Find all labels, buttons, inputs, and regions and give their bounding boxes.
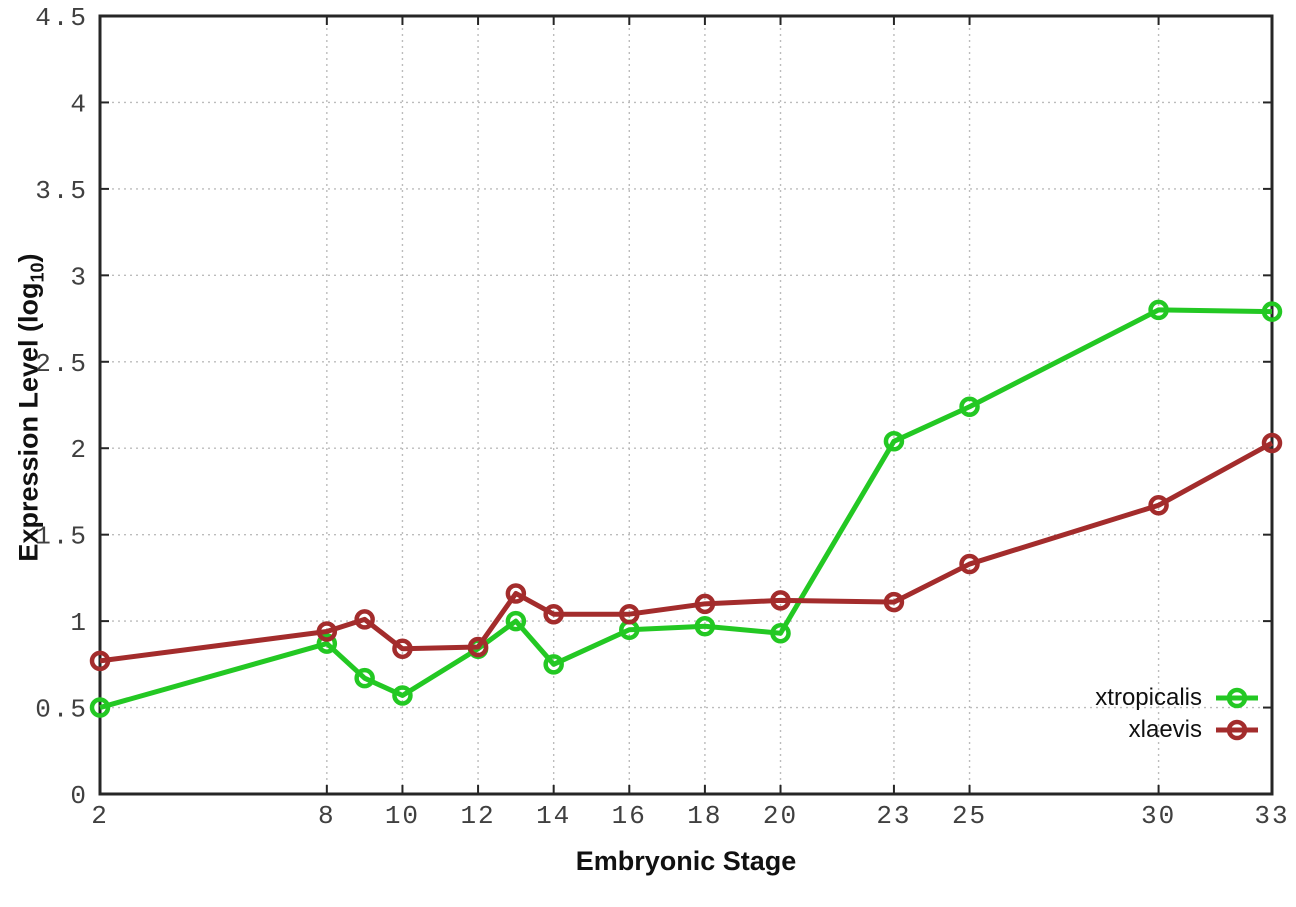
- svg-text:18: 18: [687, 801, 722, 831]
- svg-text:4.5: 4.5: [35, 3, 88, 33]
- legend-label-xtropicalis: xtropicalis: [1095, 684, 1202, 711]
- svg-text:10: 10: [385, 801, 420, 831]
- legend: xtropicalis xlaevis: [1095, 682, 1260, 746]
- legend-label-xlaevis: xlaevis: [1128, 716, 1202, 743]
- svg-text:25: 25: [952, 801, 987, 831]
- svg-text:30: 30: [1141, 801, 1176, 831]
- svg-text:2.5: 2.5: [35, 349, 88, 379]
- legend-item-xtropicalis: xtropicalis: [1095, 682, 1260, 714]
- svg-text:14: 14: [536, 801, 571, 831]
- svg-text:8: 8: [318, 801, 336, 831]
- svg-text:12: 12: [460, 801, 495, 831]
- svg-text:2: 2: [91, 801, 109, 831]
- legend-item-xlaevis: xlaevis: [1129, 714, 1260, 746]
- svg-text:16: 16: [612, 801, 647, 831]
- svg-text:0.5: 0.5: [35, 695, 88, 725]
- svg-text:33: 33: [1254, 801, 1289, 831]
- svg-text:1: 1: [70, 608, 88, 638]
- svg-text:3: 3: [70, 262, 88, 292]
- svg-text:0: 0: [70, 781, 88, 811]
- legend-marker-xlaevis-icon: [1216, 719, 1258, 741]
- svg-text:20: 20: [763, 801, 798, 831]
- svg-text:3.5: 3.5: [35, 176, 88, 206]
- x-axis-title: Embryonic Stage: [575, 846, 797, 876]
- svg-text:1.5: 1.5: [35, 522, 88, 552]
- svg-text:4: 4: [70, 89, 88, 119]
- legend-marker-xtropicalis-icon: [1216, 687, 1258, 709]
- svg-text:23: 23: [876, 801, 911, 831]
- svg-text:2: 2: [70, 435, 88, 465]
